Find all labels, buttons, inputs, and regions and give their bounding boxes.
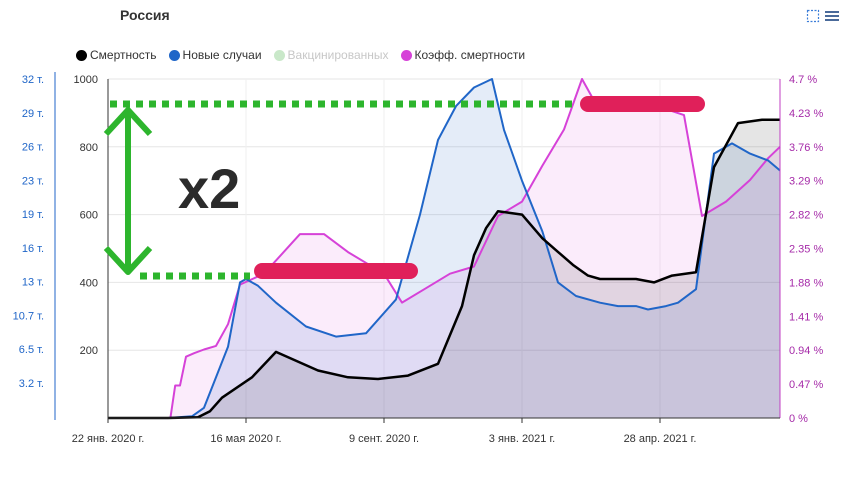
y-tick-label-outer: 29 т. <box>22 108 44 120</box>
y-tick-label-right: 3.29 % <box>789 176 823 188</box>
legend-item-fatality-rate[interactable]: Коэфф. смертности <box>400 48 526 62</box>
arrow-head-down <box>103 245 153 275</box>
menu-icon[interactable] <box>824 9 839 23</box>
y-tick-label-right: 2.35 % <box>789 244 823 256</box>
y-tick-label-outer: 23 т. <box>22 175 44 187</box>
series-area-2 <box>108 79 780 418</box>
y-tick-label-inner: 600 <box>80 210 98 222</box>
y-tick-label-outer: 3.2 т. <box>19 378 44 390</box>
legend-item-new-cases[interactable]: Новые случаи <box>168 48 262 62</box>
x-tick-label: 9 сент. 2020 г. <box>349 433 419 445</box>
select-icon[interactable] <box>806 9 820 23</box>
y-tick-label-outer: 32 т. <box>22 74 44 86</box>
y-tick-label-right: 0 % <box>789 413 808 425</box>
y-tick-label-right: 0.47 % <box>789 379 823 391</box>
x-tick-label: 16 мая 2020 г. <box>210 433 281 445</box>
y-tick-label-outer: 10.7 т. <box>13 310 44 322</box>
arrow-head-up <box>103 107 153 137</box>
series-line-1[interactable] <box>108 78 781 419</box>
axes: 32 т. 29 т. 26 т. 23 т. 19 т. 16 т. 13 т. 10.7 … <box>13 72 823 445</box>
legend-item-vaccinated[interactable]: Вакцинированных <box>273 48 389 62</box>
y-tick-label-outer: 6.5 т. <box>19 344 44 356</box>
chart-legend: Смертность Новые случаи Вакцинированных … <box>76 48 525 62</box>
y-tick-label-right: 4.7 % <box>789 74 817 86</box>
chart-title: Россия <box>120 7 170 23</box>
annotation: x2 <box>103 96 705 280</box>
x-tick-label: 3 янв. 2021 г. <box>489 433 555 445</box>
y-tick-label-outer: 16 т. <box>22 243 44 255</box>
y-tick-label-inner: 200 <box>80 345 98 357</box>
y-tick-label-right: 1.41 % <box>789 311 823 323</box>
y-tick-label-right: 2.82 % <box>789 210 823 222</box>
legend-marker <box>76 49 87 61</box>
x-tick-label: 28 апр. 2021 г. <box>624 433 697 445</box>
y-tick-label-inner: 1000 <box>74 74 98 86</box>
legend-marker <box>168 49 180 61</box>
series-line-0[interactable] <box>108 118 780 420</box>
legend-marker <box>400 49 412 61</box>
y-tick-label-right: 3.76 % <box>789 142 823 154</box>
chart-toolbar <box>806 9 839 23</box>
legend-label: Вакцинированных <box>287 48 389 62</box>
series-area-0 <box>108 119 780 418</box>
legend-marker <box>273 49 285 61</box>
y-tick-label-inner: 400 <box>80 277 98 289</box>
series-fills <box>108 79 780 418</box>
series-area-1 <box>108 79 780 418</box>
y-tick-label-outer: 19 т. <box>22 209 44 221</box>
y-tick-label-right: 1.88 % <box>789 277 823 289</box>
x-tick-label: 22 янв. 2020 г. <box>72 433 145 445</box>
y-tick-label-inner: 800 <box>80 142 98 154</box>
y-tick-label-outer: 26 т. <box>22 142 44 154</box>
legend-label: Новые случаи <box>182 48 262 62</box>
y-tick-label-right: 0.94 % <box>789 345 823 357</box>
y-tick-label-right: 4.23 % <box>789 108 823 120</box>
legend-label: Коэфф. смертности <box>414 48 526 62</box>
legend-item-mortality[interactable]: Смертность <box>76 48 157 62</box>
legend-label: Смертность <box>90 48 157 62</box>
annotation-label: x2 <box>178 157 240 220</box>
y-tick-label-outer: 13 т. <box>22 277 44 289</box>
